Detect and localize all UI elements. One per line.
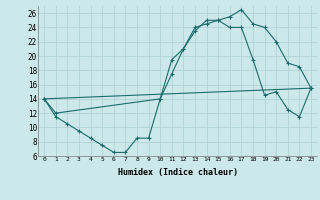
X-axis label: Humidex (Indice chaleur): Humidex (Indice chaleur) [118, 168, 238, 177]
